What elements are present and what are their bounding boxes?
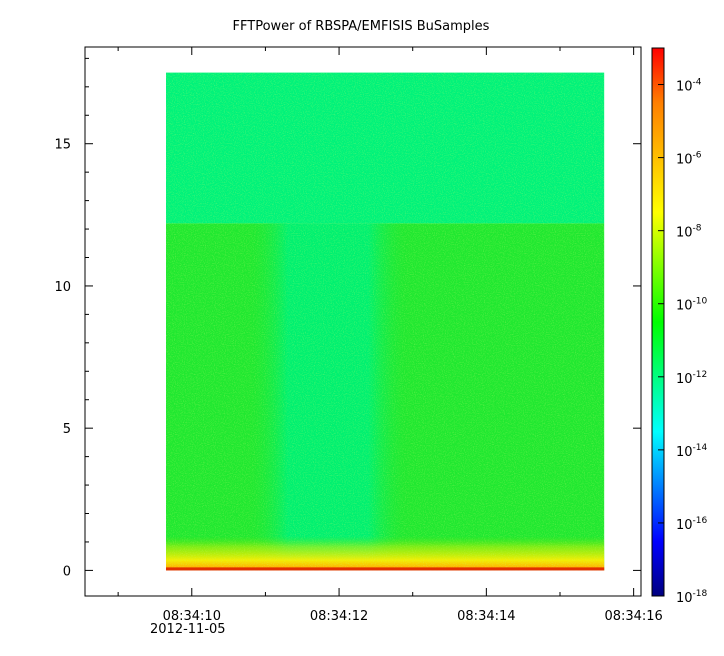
- y-axis: 0 5 10 15: [54, 57, 641, 579]
- colorbar-tick-label: 10-8: [676, 224, 702, 241]
- colorbar-tick-label: 10-10: [676, 297, 708, 314]
- colorbar-tick-label: 10-12: [676, 370, 707, 387]
- x-axis: 08:34:10 08:34:12 08:34:14 08:34:16: [117, 47, 663, 624]
- colorbar-tick-label: 10-16: [676, 516, 708, 533]
- x-tick-label: 08:34:16: [604, 609, 662, 624]
- y-tick-label: 0: [63, 564, 71, 579]
- colorbar-axis: 10-4 10-6 10-8 10-10 10-12 10-14 10-16 10-18: [658, 78, 708, 606]
- spectrogram-image: [166, 72, 605, 571]
- y-tick-label: 5: [63, 422, 71, 437]
- colorbar-tick-label: 10-18: [676, 589, 708, 606]
- colorbar-tick-label: 10-14: [676, 443, 708, 460]
- x-tick-label: 08:34:10: [163, 609, 221, 624]
- y-tick-label: 15: [54, 138, 71, 153]
- colorbar: [651, 47, 665, 597]
- colorbar-tick-label: 10-4: [676, 78, 702, 95]
- chart-title: FFTPower of RBSPA/EMFISIS BuSamples: [233, 19, 490, 34]
- colorbar-tick-label: 10-6: [676, 151, 702, 168]
- x-date-label: 2012-11-05: [150, 622, 226, 637]
- spectrogram-zero-line: [166, 567, 605, 571]
- y-tick-label: 10: [54, 280, 71, 295]
- x-tick-label: 08:34:12: [310, 609, 368, 624]
- x-tick-label: 08:34:14: [457, 609, 515, 624]
- spectrogram-texture: [166, 72, 605, 571]
